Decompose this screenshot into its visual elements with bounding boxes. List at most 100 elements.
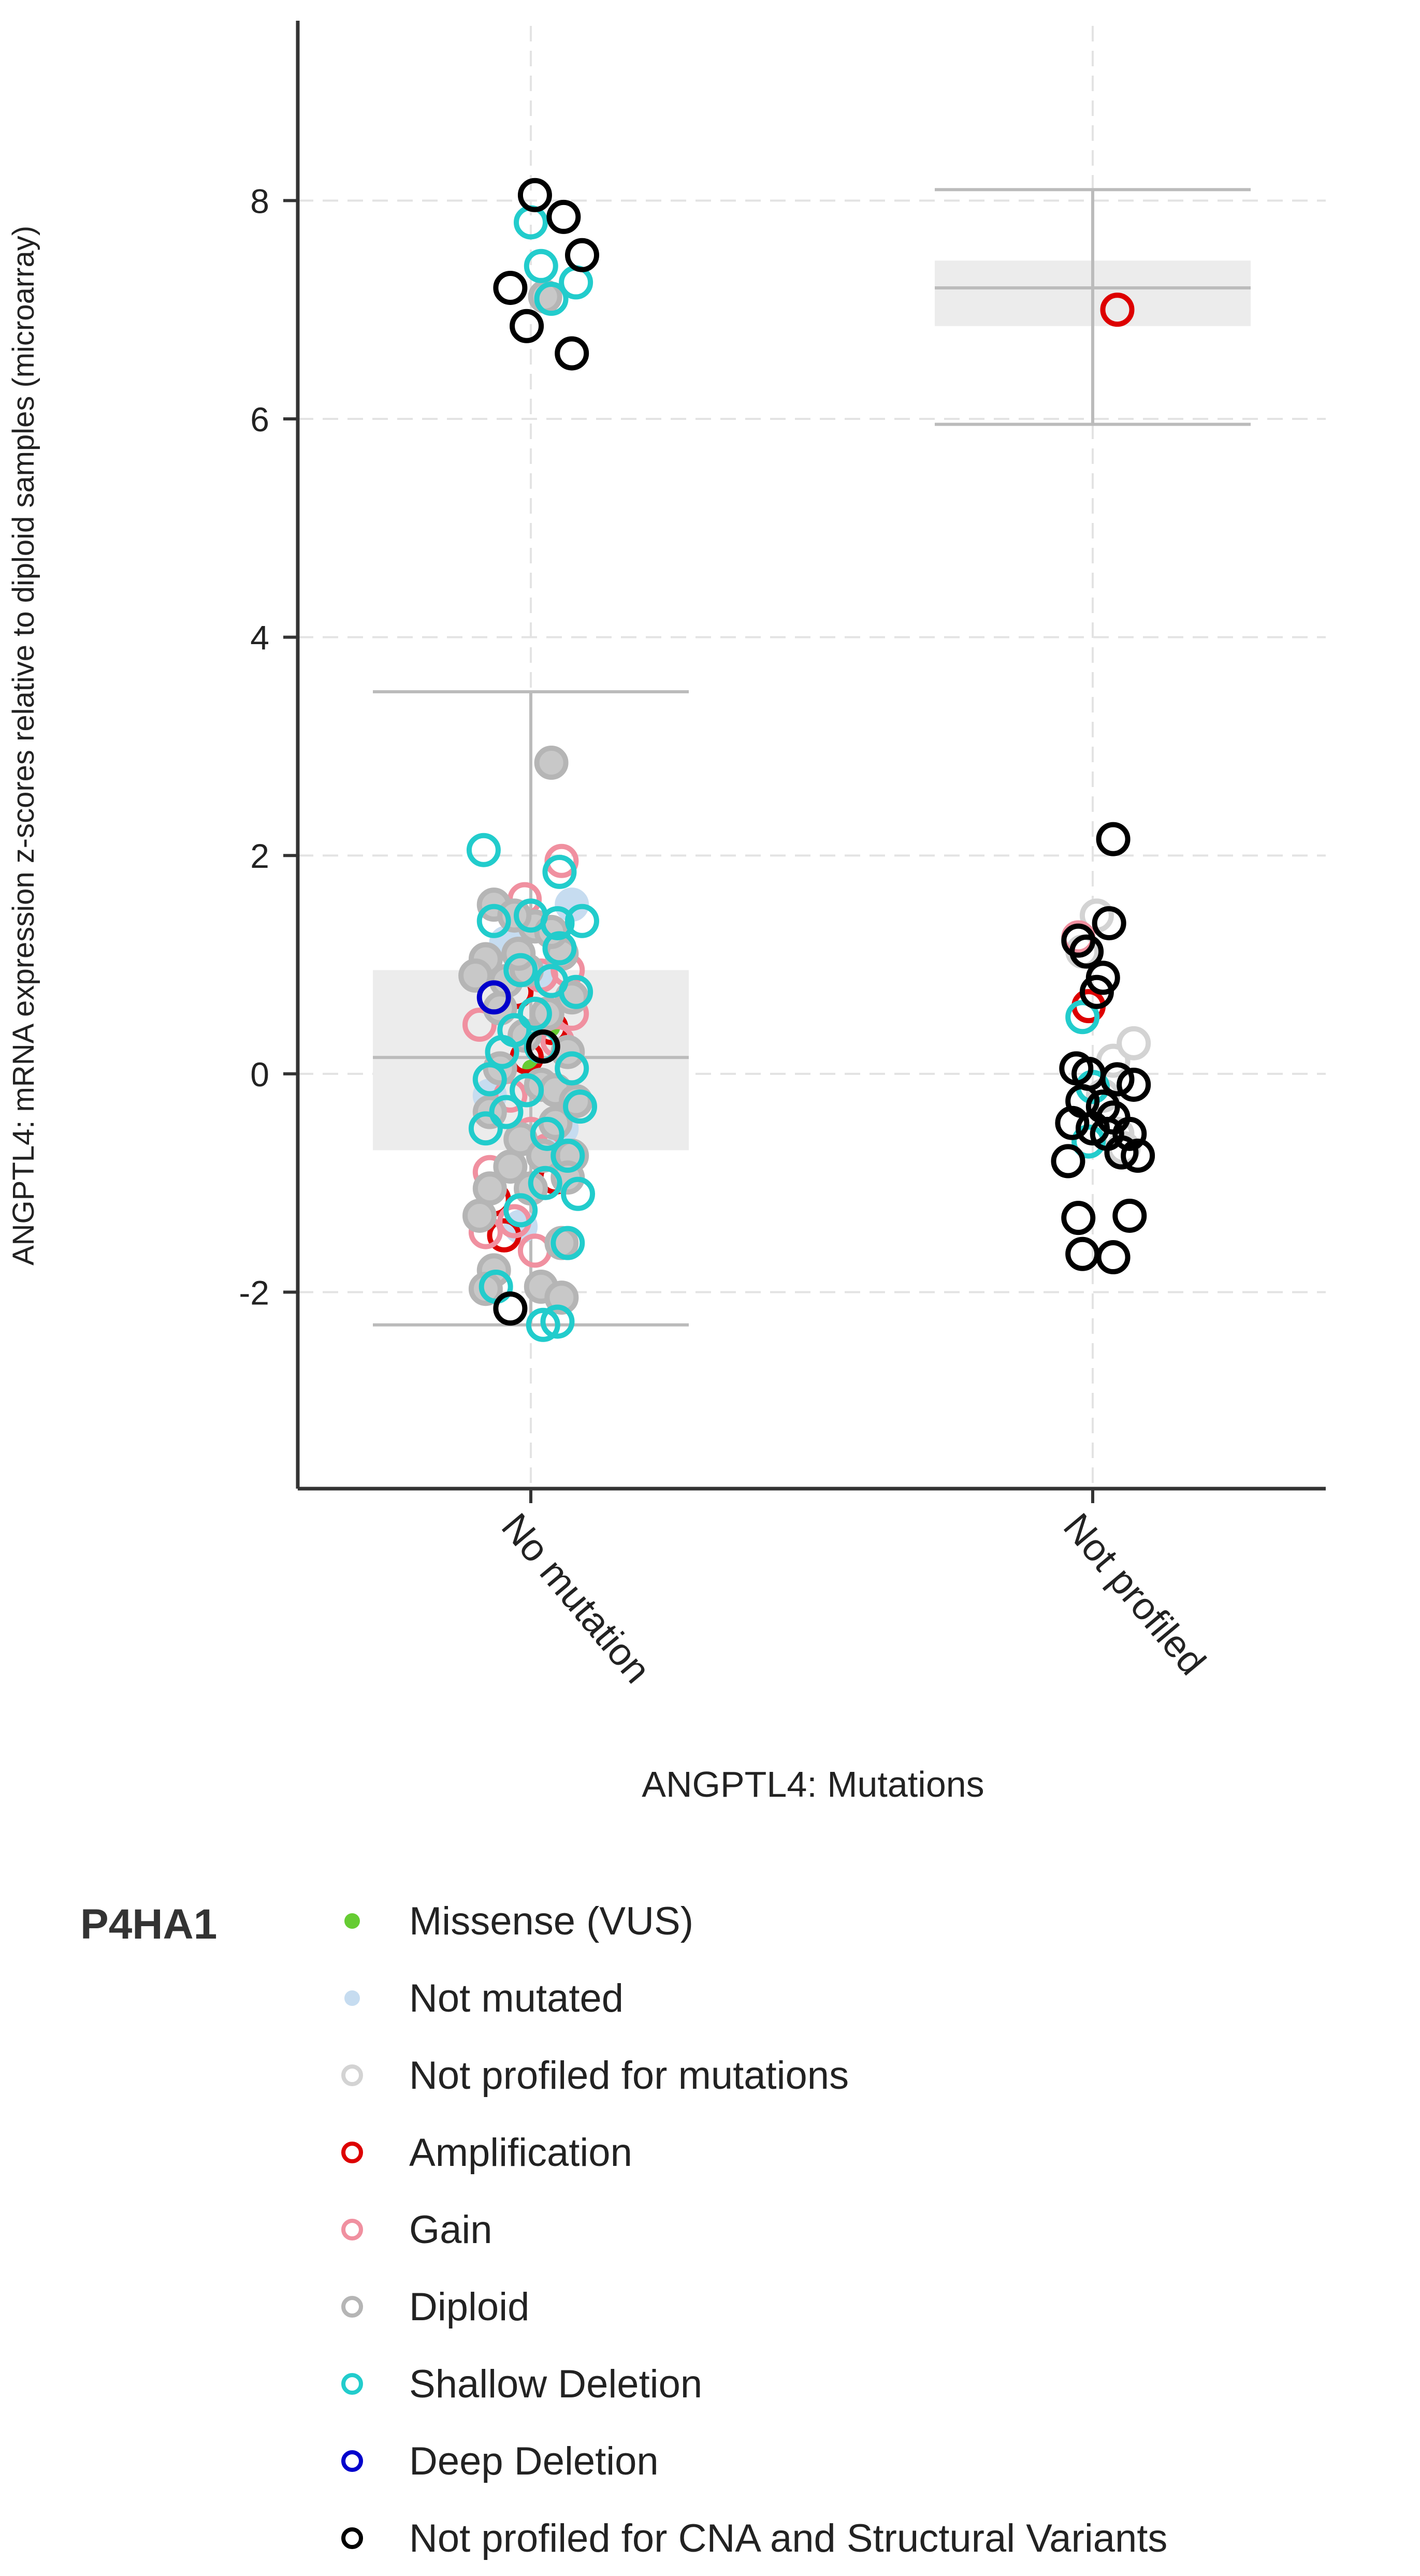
data-point-nocna	[1121, 1138, 1155, 1173]
legend-item: Gain	[337, 2201, 492, 2258]
data-point-shallow	[526, 1307, 560, 1342]
data-point-nocna	[1117, 1067, 1151, 1102]
chart: -2 0 2 4 6 8 No mutation Not profiled ANGPTL4: …	[7, 21, 1326, 1804]
data-point-shallow	[555, 1051, 589, 1086]
data-point-shallow	[524, 249, 558, 283]
data-point-nocna	[526, 1029, 560, 1064]
data-point-diploid	[493, 1149, 528, 1184]
legend-swatch	[337, 1983, 368, 2014]
data-point-nocna	[493, 270, 528, 305]
legend-swatch	[337, 2446, 368, 2477]
legend-marker	[341, 2142, 363, 2163]
legend-label: Missense (VUS)	[409, 1899, 693, 1943]
data-point-diploid	[458, 958, 493, 993]
data-point-shallow	[503, 953, 538, 987]
y-tick-label: -2	[239, 1274, 269, 1312]
data-point-diploid	[534, 746, 569, 780]
data-point-shallow	[472, 1062, 507, 1097]
point-layer	[458, 178, 1155, 1342]
data-point-shallow	[550, 1138, 585, 1173]
legend-marker	[341, 2064, 363, 2086]
legend-marker	[341, 2296, 363, 2318]
x-tick-label: Not profiled	[1055, 1505, 1214, 1683]
data-point-gain	[462, 1008, 497, 1042]
legend-item: Amplification	[337, 2124, 632, 2181]
x-axis-label: ANGPTL4: Mutations	[642, 1764, 984, 1804]
data-point-shallow	[476, 904, 511, 938]
data-point-shallow	[550, 1226, 585, 1260]
y-axis-label: ANGPTL4: mRNA expression z-scores relati…	[7, 226, 40, 1265]
legend-item: Not profiled for mutations	[337, 2047, 849, 2104]
y-tick-label: 6	[250, 400, 269, 439]
data-point-shallow	[565, 904, 599, 938]
legend-label: Not profiled for CNA and Structural Vari…	[409, 2516, 1168, 2560]
data-point-shallow	[561, 1176, 596, 1211]
legend-item: Not profiled for CNA and Structural Vari…	[337, 2510, 1167, 2567]
data-point-nocna	[1092, 906, 1126, 940]
legend-marker	[341, 2450, 363, 2472]
data-point-nocna	[1090, 1116, 1124, 1151]
legend-label: Shallow Deletion	[409, 2362, 703, 2406]
data-point-shallow	[559, 265, 593, 300]
data-point-deep	[476, 980, 511, 1015]
data-point-shallow	[534, 282, 569, 316]
data-point-shallow	[497, 1013, 532, 1047]
legend-swatch	[337, 2137, 368, 2168]
data-point-shallow	[542, 854, 577, 889]
legend-swatch	[337, 2214, 368, 2245]
data-point-nocna	[555, 336, 589, 371]
legend-marker-icon	[341, 2373, 363, 2395]
data-point-nocna	[517, 178, 552, 212]
data-point-shallow	[510, 1073, 544, 1108]
legend-swatch	[337, 1905, 368, 1937]
legend-label: Diploid	[409, 2284, 530, 2329]
data-point-nocna	[510, 309, 544, 343]
data-point-nocna	[546, 199, 581, 234]
legend-marker	[344, 1990, 360, 2006]
legend-label: Not mutated	[409, 1976, 624, 2020]
legend-swatch	[337, 2523, 368, 2554]
legend-title: P4HA1	[80, 1901, 218, 1948]
legend-marker-icon	[341, 2142, 363, 2163]
data-point-nocna	[565, 238, 599, 272]
y-tick-label: 4	[250, 619, 269, 657]
legend-label: Deep Deletion	[409, 2439, 659, 2483]
y-tick-label: 0	[250, 1055, 269, 1094]
data-point-nocna	[1055, 1105, 1090, 1140]
legend-marker-icon	[341, 2527, 363, 2549]
legend-swatch	[337, 2368, 368, 2399]
legend-marker	[341, 2527, 363, 2549]
data-point-shallow	[503, 1193, 538, 1228]
data-point-shallow	[489, 1095, 524, 1129]
data-point-shallow	[540, 1304, 575, 1339]
data-point-shallow	[542, 931, 577, 966]
legend-label: Not profiled for mutations	[409, 2053, 849, 2098]
data-point-shallow	[466, 833, 501, 867]
legend-marker	[341, 2219, 363, 2240]
legend-item: Not mutated	[337, 1970, 624, 2027]
legend-marker-icon	[344, 1913, 360, 1929]
legend-swatch	[337, 2060, 368, 2091]
data-point-shallow	[528, 1166, 562, 1200]
legend-item: Diploid	[337, 2278, 529, 2335]
data-point-shallow	[1065, 1000, 1100, 1035]
legend-label: Gain	[409, 2207, 492, 2252]
y-tick-label: 8	[250, 182, 269, 220]
data-point-nocna	[1079, 974, 1114, 1009]
data-point-nocna	[1096, 1240, 1131, 1275]
legend-marker-icon	[341, 2450, 363, 2472]
legend-marker-icon	[341, 2296, 363, 2318]
data-point-shallow	[468, 1111, 503, 1146]
legend-swatch	[337, 2291, 368, 2322]
data-point-shallow	[530, 1116, 564, 1151]
data-point-nocna	[1112, 1198, 1147, 1233]
data-point-nocna	[493, 1291, 528, 1326]
data-point-nocna	[1096, 822, 1131, 856]
legend-marker-icon	[344, 1990, 360, 2006]
data-point-notprof	[1117, 1026, 1151, 1060]
legend-marker-icon	[341, 2219, 363, 2240]
legend-item: Deep Deletion	[337, 2433, 659, 2490]
data-point-nocna	[1100, 1062, 1135, 1097]
data-point-nocna	[1069, 934, 1104, 969]
y-tick-label: 2	[250, 837, 269, 875]
